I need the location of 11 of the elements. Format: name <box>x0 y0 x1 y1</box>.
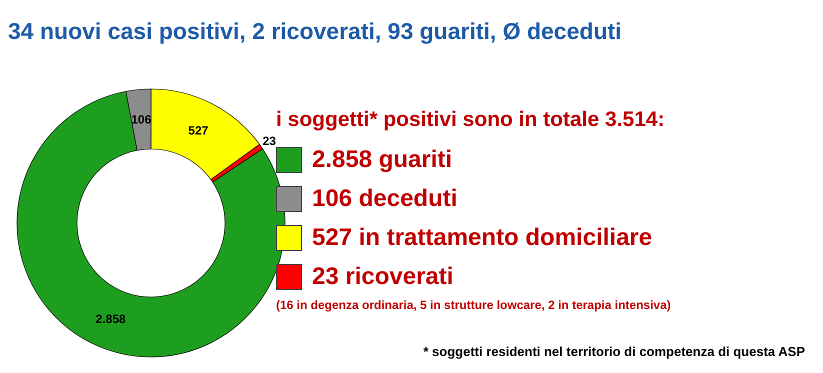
legend-title: i soggetti* positivi sono in totale 3.514: <box>276 108 666 132</box>
data-label: 23 <box>262 134 276 148</box>
text: * soggetti residenti nel territorio di competenza di questa ASP <box>423 344 805 359</box>
legend-label: 527 in trattamento domiciliare <box>312 224 652 252</box>
text: (16 in degenza ordinaria, 5 in strutture lowcare, 2 in terapia intensiva) <box>276 298 671 312</box>
chart-title: 34 nuovi casi positivi, 2 ricoverati, 93 guariti, Ø deceduti <box>8 18 622 45</box>
data-label: 2.858 <box>96 312 126 326</box>
legend-label: 2.858 guariti <box>312 146 452 174</box>
data-label: 527 <box>188 123 209 138</box>
legend-label: 106 deceduti <box>312 184 458 212</box>
legend-label: 23 ricoverati <box>312 262 454 290</box>
